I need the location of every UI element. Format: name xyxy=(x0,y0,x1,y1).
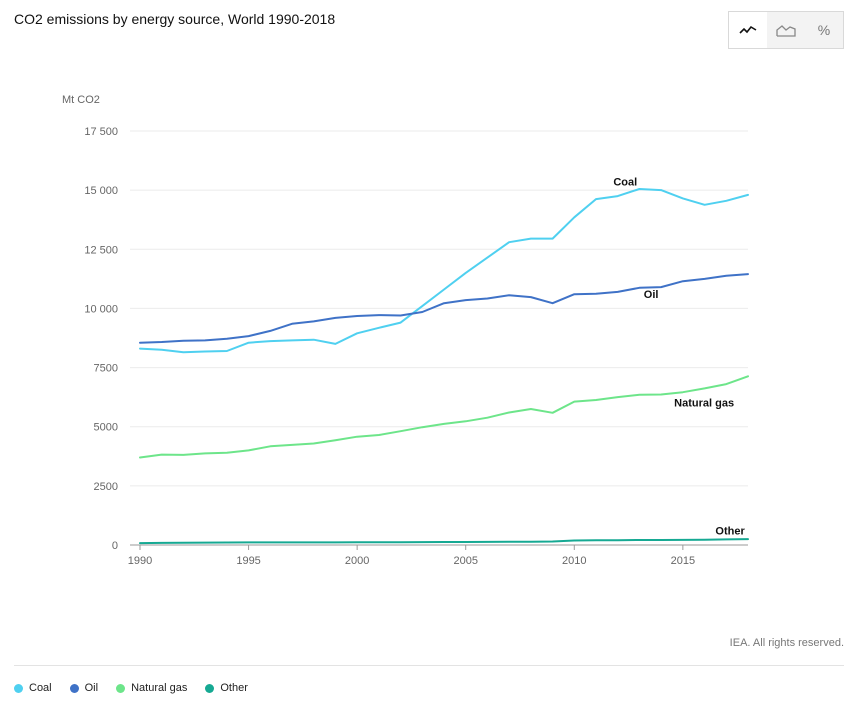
y-tick-label-2500: 2500 xyxy=(94,481,118,493)
legend-label-oil: Oil xyxy=(84,682,99,694)
x-tick-label-1990: 1990 xyxy=(128,555,152,567)
legend-dot-coal xyxy=(14,683,23,693)
area-chart-button[interactable] xyxy=(767,12,805,48)
series-line-natural-gas xyxy=(139,375,749,459)
y-tick-label-17500: 17 500 xyxy=(84,126,118,138)
x-tick-label-1995: 1995 xyxy=(236,555,260,567)
x-tick-label-2000: 2000 xyxy=(345,555,369,567)
series-label-natural-gas: Natural gas xyxy=(674,398,734,410)
x-tick-label-2005: 2005 xyxy=(453,555,477,567)
series-label-coal: Coal xyxy=(613,176,637,188)
legend: Coal Oil Natural gas Other xyxy=(14,682,248,694)
chart-title: CO2 emissions by energy source, World 19… xyxy=(14,11,336,27)
legend-item-natural-gas[interactable]: Natural gas xyxy=(116,682,187,694)
legend-dot-natural-gas xyxy=(116,683,126,693)
credit-text: IEA. All rights reserved. xyxy=(729,637,844,649)
series-line-other xyxy=(139,538,749,545)
y-tick-label-15000: 15 000 xyxy=(84,185,118,197)
line-chart-button[interactable] xyxy=(729,12,767,48)
legend-item-coal[interactable]: Coal xyxy=(14,682,52,694)
area-chart-icon xyxy=(776,25,796,37)
legend-dot-oil xyxy=(69,683,79,693)
legend-item-oil[interactable]: Oil xyxy=(69,682,99,694)
legend-dot-other xyxy=(205,683,215,693)
percent-icon: % xyxy=(817,22,831,38)
y-tick-label-12500: 12 500 xyxy=(84,244,118,256)
y-tick-label-0: 0 xyxy=(112,540,118,552)
series-line-oil xyxy=(139,273,749,344)
x-tick-label-2015: 2015 xyxy=(671,555,695,567)
line-chart: Mt CO2 0 2500 5000 7500 10 000 12 500 15 000 17 … xyxy=(62,94,749,567)
y-tick-label-7500: 7500 xyxy=(94,363,118,375)
y-axis-label: Mt CO2 xyxy=(62,94,100,106)
legend-label-natural-gas: Natural gas xyxy=(131,682,188,694)
divider xyxy=(14,665,844,666)
line-chart-icon xyxy=(739,25,757,34)
series-line-coal xyxy=(139,188,749,354)
chart-type-toolbar: % xyxy=(728,11,844,49)
x-tick-label-2010: 2010 xyxy=(562,555,586,567)
legend-label-other: Other xyxy=(220,682,248,694)
series-label-oil: Oil xyxy=(644,289,659,301)
legend-item-other[interactable]: Other xyxy=(205,682,248,694)
percent-button[interactable]: % xyxy=(805,12,843,48)
legend-label-coal: Coal xyxy=(29,682,52,694)
y-tick-label-5000: 5000 xyxy=(94,422,118,434)
series-label-other: Other xyxy=(715,525,745,537)
y-tick-label-10000: 10 000 xyxy=(84,303,118,315)
